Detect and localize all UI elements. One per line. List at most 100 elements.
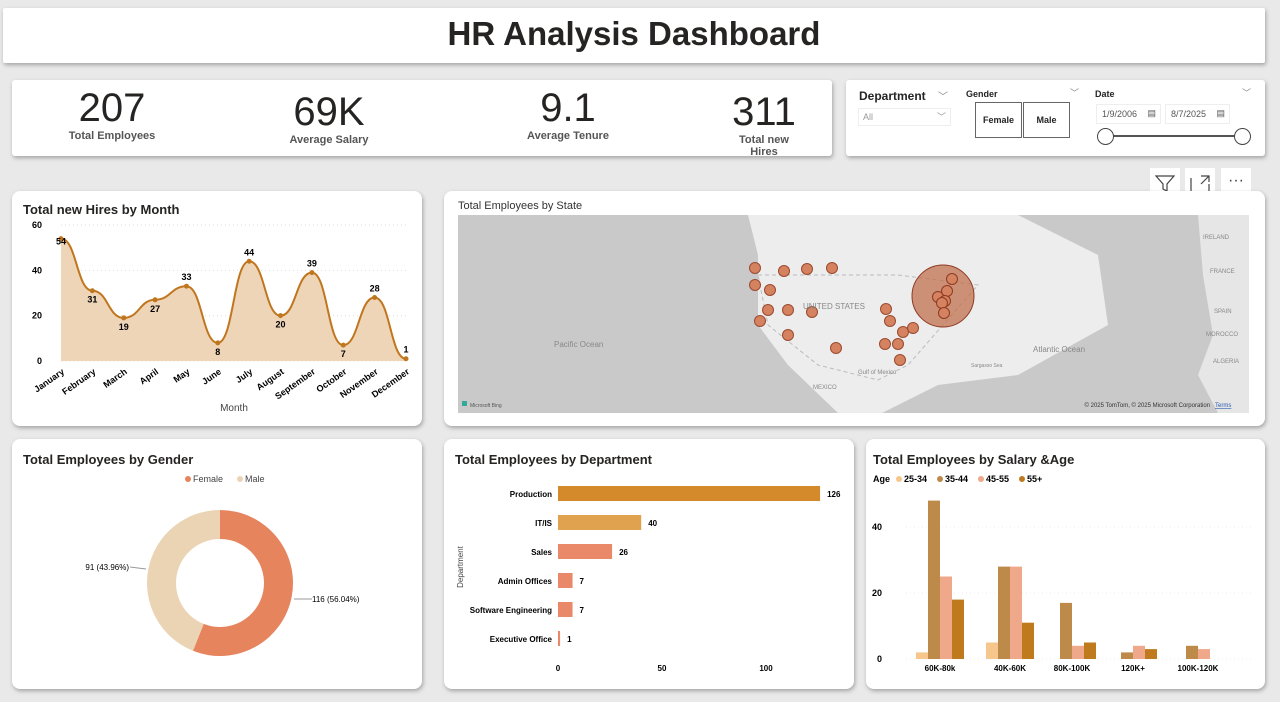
state-bubble xyxy=(782,329,794,341)
data-label: 1 xyxy=(403,345,408,355)
legend-label: Female xyxy=(193,474,223,484)
date-start-handle[interactable] xyxy=(1097,128,1114,145)
kpi-total-new-hires: 311 Total new Hires xyxy=(730,90,798,158)
state-bubble xyxy=(764,284,776,296)
chevron-down-icon[interactable]: ﹀ xyxy=(1070,88,1080,98)
us-border xyxy=(757,274,979,381)
area-fill xyxy=(61,238,406,361)
slicer-card: Department ﹀ All ﹀ Gender ﹀ Female Male D… xyxy=(846,80,1265,156)
bar xyxy=(986,642,998,659)
title-card: HR Analysis Dashboard xyxy=(3,8,1265,63)
data-label: 20 xyxy=(276,320,286,330)
bar xyxy=(558,515,642,530)
map-label: ALGERIA xyxy=(1213,359,1239,365)
data-label: 7 xyxy=(341,349,346,359)
state-bubble xyxy=(941,285,953,297)
chevron-down-icon[interactable]: ﹀ xyxy=(1242,88,1252,98)
gender-female-button[interactable]: Female xyxy=(975,102,1022,138)
bar xyxy=(1133,645,1145,659)
map[interactable]: UNITED STATES Pacific Ocean Atlantic Ocean… xyxy=(458,215,1249,413)
kpi-value: 311 xyxy=(732,90,796,134)
gender-male-button[interactable]: Male xyxy=(1023,102,1070,138)
employees-by-department-card: Total Employees by Department Department… xyxy=(444,439,854,689)
map-label: Gulf of Mexico xyxy=(858,370,897,376)
legend-marker xyxy=(185,476,191,482)
kpi-label: Average Tenure xyxy=(527,130,609,142)
date-end-handle[interactable] xyxy=(1234,128,1251,145)
hires-by-month-card: Total new Hires by Month 0 20 40 60 54 Januar… xyxy=(12,191,422,426)
category-label: IT/IS xyxy=(535,519,553,528)
x-tick-label: 0 xyxy=(556,664,561,673)
x-tick-label: June xyxy=(200,366,223,386)
kpi-value: 9.1 xyxy=(540,86,596,130)
y-tick-label: 20 xyxy=(872,588,882,598)
date-slicer-label: Date xyxy=(1095,89,1115,99)
map-label: UNITED STATES xyxy=(803,302,865,311)
department-bar-chart: Department Production 126 IT/IS 40 Sales 26 Adm… xyxy=(456,486,841,673)
chevron-down-icon[interactable]: ﹀ xyxy=(938,92,948,103)
state-bubble xyxy=(782,304,794,316)
bar xyxy=(1186,645,1198,659)
gender-donut-chart: Female Male 116 (56.04%) 91 (43.96%) xyxy=(85,474,360,656)
data-label: 91 (43.96%) xyxy=(85,563,129,572)
bar xyxy=(1060,602,1072,659)
x-tick-label: 100K-120K xyxy=(1178,664,1219,673)
category-label: Production xyxy=(510,490,552,499)
state-bubble xyxy=(778,265,790,277)
data-label: 40 xyxy=(648,519,657,528)
kpi-label: Average Salary xyxy=(289,134,369,146)
map-label: Microsoft Bing xyxy=(470,403,502,409)
terms-link[interactable]: Terms xyxy=(1215,403,1231,409)
kpi-value: 207 xyxy=(78,86,146,130)
bar xyxy=(558,486,821,501)
bar xyxy=(998,566,1010,659)
state-bubble xyxy=(749,279,761,291)
date-end-value: 8/7/2025 xyxy=(1171,109,1207,119)
donut-slice-male xyxy=(146,510,220,651)
data-point xyxy=(372,295,378,301)
x-axis-title: Month xyxy=(220,403,248,414)
kpi-average-tenure: 9.1 Average Tenure xyxy=(527,86,609,142)
y-tick-label: 40 xyxy=(32,265,42,275)
kpi-total-employees: 207 Total Employees xyxy=(69,86,156,142)
calendar-icon: ▤ xyxy=(1216,108,1225,118)
state-bubble xyxy=(826,262,838,274)
y-tick-label: 60 xyxy=(32,220,42,230)
y-tick-label: 0 xyxy=(37,356,42,366)
date-start-value: 1/9/2006 xyxy=(1102,109,1138,119)
data-label: 28 xyxy=(370,284,380,294)
department-dropdown[interactable]: All ﹀ xyxy=(858,108,951,126)
map-label: MOROCCO xyxy=(1206,332,1238,338)
date-range-track xyxy=(1105,135,1243,137)
chart-title: Total Employees by Department xyxy=(455,452,652,467)
legend-title: Age xyxy=(873,474,890,484)
x-tick-label: 80K-100K xyxy=(1054,664,1091,673)
category-label: Software Engineering xyxy=(470,606,552,615)
legend-marker xyxy=(937,476,943,482)
bar xyxy=(558,602,573,617)
bar xyxy=(1072,645,1084,659)
date-start-input[interactable]: 1/9/2006 ▤ xyxy=(1096,104,1161,124)
state-bubble xyxy=(879,338,891,350)
x-tick-label: May xyxy=(172,366,192,384)
data-label: 27 xyxy=(150,304,160,314)
state-bubble xyxy=(801,263,813,275)
map-label: SPAIN xyxy=(1214,309,1232,315)
data-label: 116 (56.04%) xyxy=(312,595,360,604)
bar xyxy=(916,652,928,659)
data-point xyxy=(183,283,189,289)
bar xyxy=(952,599,964,659)
donut-slice-female xyxy=(192,510,293,656)
gender-slicer-label: Gender xyxy=(966,89,998,99)
bar xyxy=(558,573,573,588)
bing-logo xyxy=(462,401,467,406)
data-label: 39 xyxy=(307,259,317,269)
date-end-input[interactable]: 8/7/2025 ▤ xyxy=(1165,104,1230,124)
bar xyxy=(1198,649,1210,659)
bar xyxy=(558,631,561,646)
bar xyxy=(1121,652,1133,659)
legend-label: Male xyxy=(245,474,265,484)
x-tick-label: March xyxy=(101,366,128,389)
data-label: 8 xyxy=(215,347,220,357)
bar xyxy=(928,500,940,659)
